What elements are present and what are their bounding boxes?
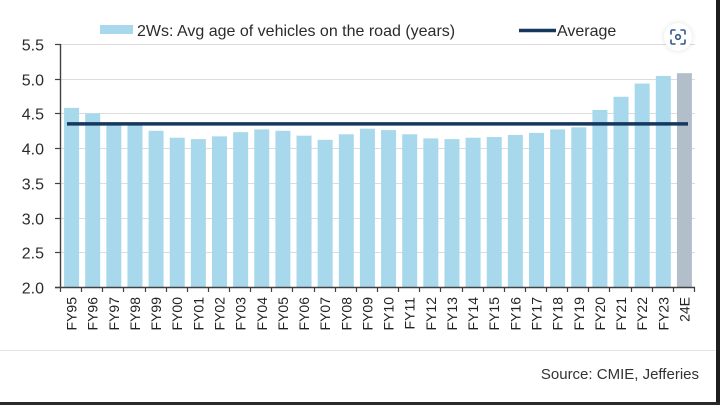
y-tick-label: 3.5 <box>22 177 44 194</box>
bar-fy06 <box>296 135 312 287</box>
bar-fy02 <box>212 136 227 287</box>
x-tick-label: FY14 <box>465 297 481 331</box>
x-tick-label: FY07 <box>317 297 333 331</box>
bar-fy95 <box>64 107 80 287</box>
x-tick-label: FY95 <box>64 297 80 331</box>
bar-fy23 <box>655 75 671 288</box>
y-tick-label: 4.5 <box>22 107 44 124</box>
bar-fy19 <box>571 127 587 287</box>
legend: 2Ws: Avg age of vehicles on the road (ye… <box>100 23 616 40</box>
x-tick-label: FY21 <box>613 297 629 331</box>
x-tick-label: FY13 <box>444 297 460 331</box>
legend-label-bar: 2Ws: Avg age of vehicles on the road (ye… <box>137 23 455 40</box>
gridlines <box>61 44 695 253</box>
bar-fy12 <box>423 138 439 287</box>
bar-fy03 <box>233 132 249 287</box>
bar-fy13 <box>444 139 460 287</box>
y-tick-label: 3.0 <box>22 212 44 229</box>
bar-fy10 <box>381 130 397 287</box>
bar-fy01 <box>190 139 206 287</box>
bar-fy21 <box>613 96 629 287</box>
bar-fy18 <box>550 129 566 287</box>
x-tick-label: FY96 <box>85 297 101 331</box>
x-tick-label: FY05 <box>275 297 291 331</box>
bar-24e <box>676 73 692 287</box>
x-tick-label: FY22 <box>634 297 650 331</box>
source-note: Source: CMIE, Jefferies <box>540 366 699 383</box>
bar-fy04 <box>254 129 270 287</box>
bar-fy97 <box>106 123 122 287</box>
y-tick-label: 2.5 <box>22 246 44 263</box>
bar-fy09 <box>359 128 375 287</box>
bar-fy14 <box>465 137 481 287</box>
x-tick-label: FY16 <box>507 297 523 331</box>
y-tick-label: 5.0 <box>22 73 44 90</box>
x-tick-label: FY19 <box>571 297 587 331</box>
window-border-bottom <box>0 402 720 405</box>
window-border-right <box>716 0 720 405</box>
bar-fy00 <box>169 137 185 287</box>
x-tick-label: FY03 <box>233 297 249 331</box>
bar-series <box>64 73 692 288</box>
x-tick-label: 24E <box>676 297 692 322</box>
bar-fy20 <box>592 109 608 287</box>
bar-fy98 <box>127 124 143 287</box>
x-tick-label: FY97 <box>106 297 122 331</box>
bar-fy17 <box>529 132 544 287</box>
bar-fy11 <box>402 134 418 287</box>
bar-fy99 <box>148 130 164 287</box>
x-tick-label: FY98 <box>127 297 143 331</box>
legend-label-average: Average <box>557 23 616 40</box>
bar-fy96 <box>85 113 101 287</box>
x-tick-label: FY18 <box>550 297 566 331</box>
bar-fy15 <box>486 137 502 287</box>
x-tick-label: FY06 <box>296 297 312 331</box>
legend-swatch-bar <box>100 25 133 34</box>
bar-fy08 <box>338 134 354 287</box>
footer-divider <box>0 350 715 351</box>
x-tick-label: FY10 <box>381 297 397 331</box>
x-tick-label: FY01 <box>190 297 206 331</box>
x-tick-label: FY99 <box>148 297 164 331</box>
x-tick-label: FY00 <box>169 297 185 331</box>
x-axis-ticks: FY95 FY96 FY97 FY98 FY99 FY00 FY01 FY02 FY03 FY04… <box>59 287 696 331</box>
x-tick-label: FY08 <box>338 297 354 331</box>
bar-fy16 <box>507 134 523 287</box>
bar-fy22 <box>634 83 650 288</box>
y-axis-ticks: 2.0 2.5 3.0 3.5 4.0 4.5 5.0 5.5 <box>22 38 61 298</box>
x-tick-label: FY20 <box>592 297 608 331</box>
y-tick-label: 5.5 <box>22 38 44 55</box>
x-tick-label: FY04 <box>254 297 270 331</box>
x-tick-label: FY02 <box>212 297 228 331</box>
y-tick-label: 2.0 <box>22 281 44 298</box>
visual-search-button[interactable] <box>664 23 692 51</box>
x-tick-label: FY23 <box>655 297 671 331</box>
x-tick-label: FY15 <box>486 297 502 331</box>
bar-fy07 <box>317 139 333 287</box>
y-tick-label: 4.0 <box>22 142 44 159</box>
x-tick-label: FY11 <box>402 297 418 330</box>
visual-search-icon <box>670 29 686 45</box>
bar-fy05 <box>275 130 291 287</box>
x-tick-label: FY12 <box>423 297 439 331</box>
x-tick-label: FY17 <box>529 297 545 331</box>
x-tick-label: FY09 <box>359 297 375 331</box>
